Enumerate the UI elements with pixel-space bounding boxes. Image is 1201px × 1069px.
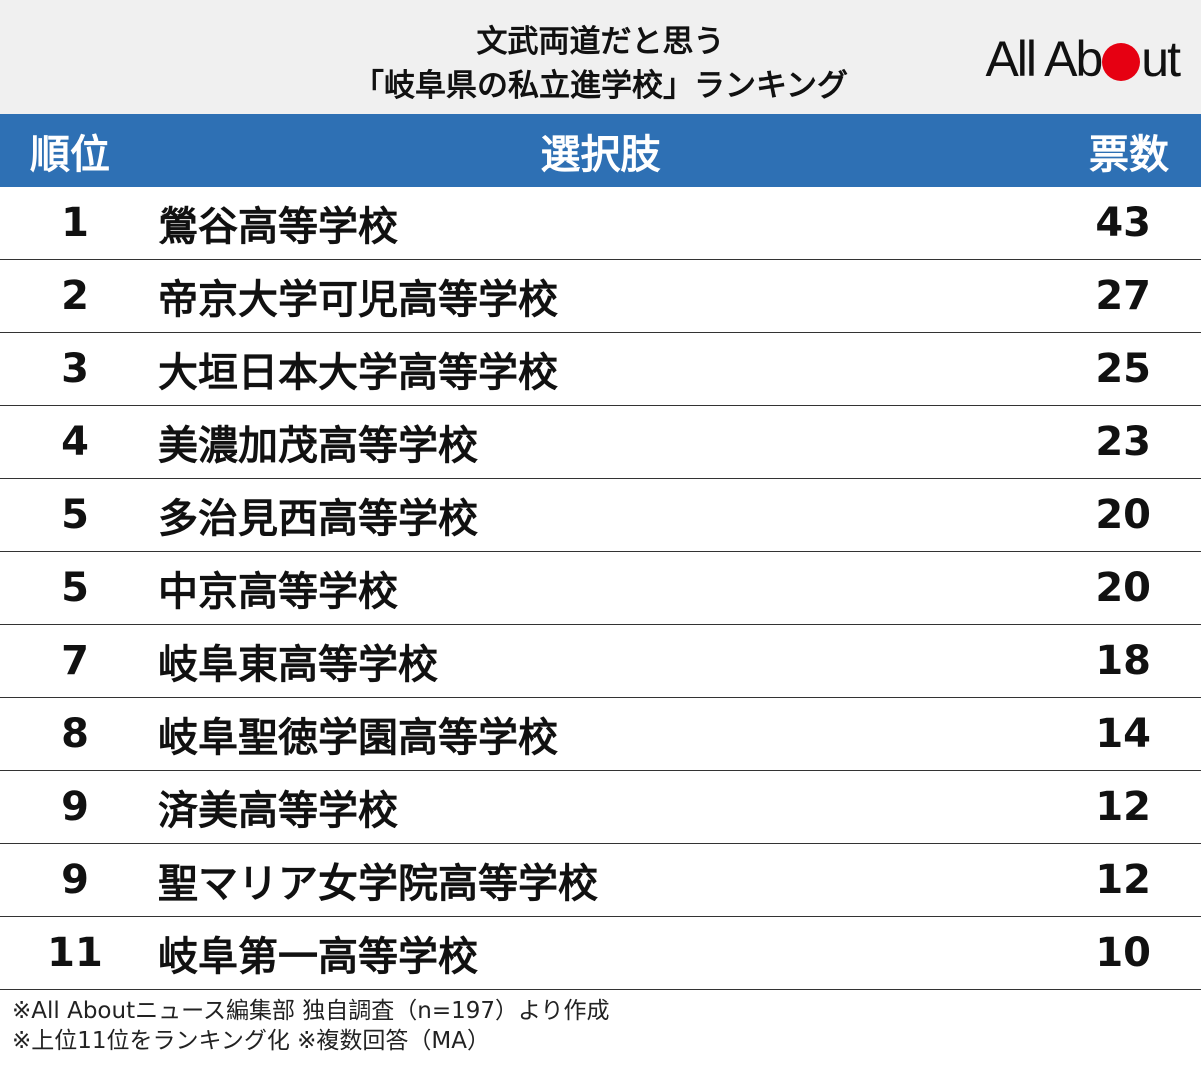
votes-cell: 23: [1095, 419, 1151, 465]
choice-cell: 聖マリア女学院高等学校: [158, 861, 598, 907]
column-header-row: 順位 選択肢 票数: [0, 114, 1201, 187]
table-row: 4 美濃加茂高等学校 23: [0, 406, 1201, 479]
votes-cell: 14: [1095, 711, 1151, 757]
allabout-logo: All Ab ut: [985, 31, 1181, 87]
choice-cell: 岐阜聖徳学園高等学校: [158, 715, 558, 761]
votes-cell: 25: [1095, 346, 1151, 392]
rank-cell: 1: [61, 200, 89, 246]
votes-cell: 18: [1095, 638, 1151, 684]
rank-cell: 3: [61, 346, 89, 392]
votes-cell: 10: [1095, 930, 1151, 976]
logo-red-dot: [1102, 43, 1141, 81]
ranking-table-body: 1 鶯谷高等学校 43 2 帝京大学可児高等学校 27 3 大垣日本大学高等学校 25 4 美濃加茂…: [0, 187, 1201, 990]
rank-cell: 5: [61, 565, 89, 611]
votes-cell: 27: [1095, 273, 1151, 319]
choice-cell: 大垣日本大学高等学校: [158, 350, 558, 396]
logo-text-right: ut: [1141, 31, 1181, 87]
votes-cell: 43: [1095, 200, 1151, 246]
table-row: 8 岐阜聖徳学園高等学校 14: [0, 698, 1201, 771]
choice-cell: 多治見西高等学校: [158, 496, 478, 542]
rank-cell: 8: [61, 711, 89, 757]
title-line-1: 文武両道だと思う: [476, 24, 725, 60]
choice-cell: 帝京大学可児高等学校: [158, 277, 558, 323]
title-line-2: 「岐阜県の私立進学校」ランキング: [352, 68, 849, 104]
rank-cell: 9: [61, 857, 89, 903]
table-row: 3 大垣日本大学高等学校 25: [0, 333, 1201, 406]
logo-text-left: All Ab: [985, 31, 1103, 87]
rank-cell: 9: [61, 784, 89, 830]
title-band: 文武両道だと思う 「岐阜県の私立進学校」ランキング All Ab ut: [0, 0, 1201, 114]
table-row: 9 済美高等学校 12: [0, 771, 1201, 844]
rank-cell: 4: [61, 419, 89, 465]
choice-cell: 岐阜第一高等学校: [158, 934, 478, 980]
rank-cell: 11: [47, 930, 103, 976]
votes-cell: 20: [1095, 492, 1151, 538]
choice-cell: 済美高等学校: [158, 788, 398, 834]
votes-cell: 12: [1095, 857, 1151, 903]
table-row: 5 中京高等学校 20: [0, 552, 1201, 625]
table-row: 1 鶯谷高等学校 43: [0, 187, 1201, 260]
rank-cell: 7: [61, 638, 89, 684]
table-row: 7 岐阜東高等学校 18: [0, 625, 1201, 698]
choice-cell: 鶯谷高等学校: [158, 204, 398, 250]
footnote-source: ※All Aboutニュース編集部 独自調査（n=197）より作成: [12, 998, 610, 1024]
choice-cell: 岐阜東高等学校: [158, 642, 438, 688]
column-header-rank: 順位: [30, 131, 110, 178]
votes-cell: 12: [1095, 784, 1151, 830]
table-row: 5 多治見西高等学校 20: [0, 479, 1201, 552]
rank-cell: 2: [61, 273, 89, 319]
column-header-votes: 票数: [1089, 131, 1169, 178]
footnotes: ※All Aboutニュース編集部 独自調査（n=197）より作成 ※上位11位…: [0, 990, 1201, 1056]
table-row: 9 聖マリア女学院高等学校 12: [0, 844, 1201, 917]
choice-cell: 中京高等学校: [158, 569, 398, 615]
footnote-method: ※上位11位をランキング化 ※複数回答（MA）: [12, 1028, 491, 1054]
table-row: 11 岐阜第一高等学校 10: [0, 917, 1201, 990]
column-header-choice: 選択肢: [540, 131, 661, 178]
rank-cell: 5: [61, 492, 89, 538]
chart-title: 文武両道だと思う 「岐阜県の私立進学校」ランキング: [0, 20, 1201, 108]
table-row: 2 帝京大学可児高等学校 27: [0, 260, 1201, 333]
choice-cell: 美濃加茂高等学校: [158, 423, 478, 469]
votes-cell: 20: [1095, 565, 1151, 611]
